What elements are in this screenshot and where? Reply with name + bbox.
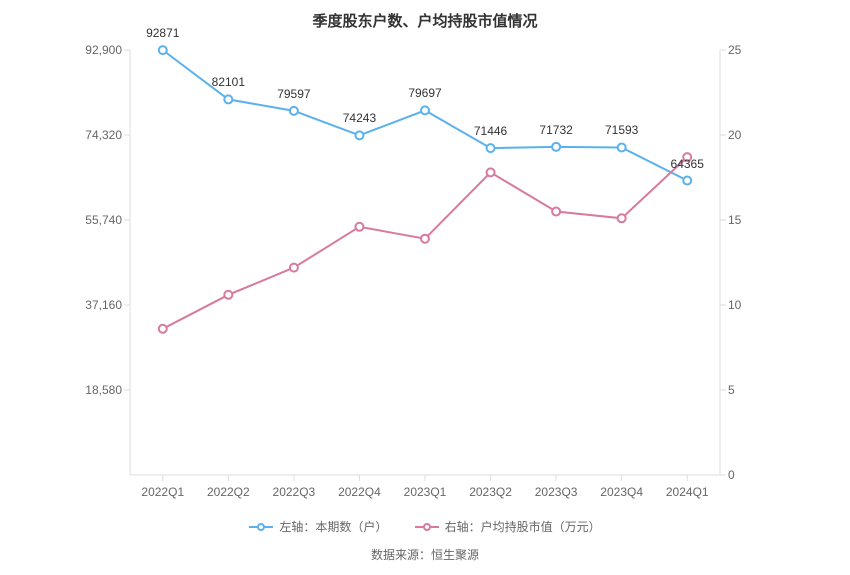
y-left-tick-label: 18,580: [85, 383, 122, 397]
y-right-tick-label: 15: [728, 213, 741, 227]
plot-area: 18,58037,16055,74074,32092,9000510152025…: [130, 50, 720, 475]
y-right-tick-label: 20: [728, 128, 741, 142]
x-tick-label: 2022Q1: [141, 485, 184, 499]
x-tick-label: 2022Q4: [338, 485, 381, 499]
y-left-tick-label: 92,900: [85, 43, 122, 57]
x-tick-label: 2023Q1: [404, 485, 447, 499]
x-tick-label: 2023Q3: [535, 485, 578, 499]
plot-svg: [130, 50, 720, 475]
x-tick-label: 2022Q3: [273, 485, 316, 499]
chart-container: 季度股东户数、户均持股市值情况 18,58037,16055,74074,320…: [0, 0, 850, 575]
y-left-tick-label: 55,740: [85, 213, 122, 227]
chart-title: 季度股东户数、户均持股市值情况: [0, 10, 850, 31]
y-right-tick-label: 0: [728, 468, 735, 482]
legend-swatch-0: [249, 522, 273, 532]
data-label: 92871: [146, 26, 179, 40]
data-label: 74243: [343, 111, 376, 125]
legend: 左轴：本期数（户） 右轴：户均持股市值（万元）: [0, 518, 850, 535]
y-left-tick-label: 37,160: [85, 298, 122, 312]
data-label: 64365: [671, 157, 704, 171]
data-label: 79597: [277, 87, 310, 101]
data-label: 82101: [212, 75, 245, 89]
legend-label-1: 右轴：户均持股市值（万元）: [445, 518, 601, 535]
data-label: 71732: [539, 123, 572, 137]
y-right-tick-label: 25: [728, 43, 741, 57]
y-right-tick-label: 5: [728, 383, 735, 397]
x-tick-label: 2022Q2: [207, 485, 250, 499]
y-left-tick-label: 74,320: [85, 128, 122, 142]
y-right-tick-label: 10: [728, 298, 741, 312]
x-tick-label: 2023Q4: [600, 485, 643, 499]
source-text: 数据来源：恒生聚源: [0, 546, 850, 563]
data-label: 71446: [474, 124, 507, 138]
legend-item-1: 右轴：户均持股市值（万元）: [415, 518, 601, 535]
x-tick-label: 2023Q2: [469, 485, 512, 499]
legend-swatch-1: [415, 522, 439, 532]
data-label: 71593: [605, 123, 638, 137]
x-tick-label: 2024Q1: [666, 485, 709, 499]
legend-label-0: 左轴：本期数（户）: [279, 518, 387, 535]
legend-item-0: 左轴：本期数（户）: [249, 518, 387, 535]
data-label: 79697: [408, 86, 441, 100]
